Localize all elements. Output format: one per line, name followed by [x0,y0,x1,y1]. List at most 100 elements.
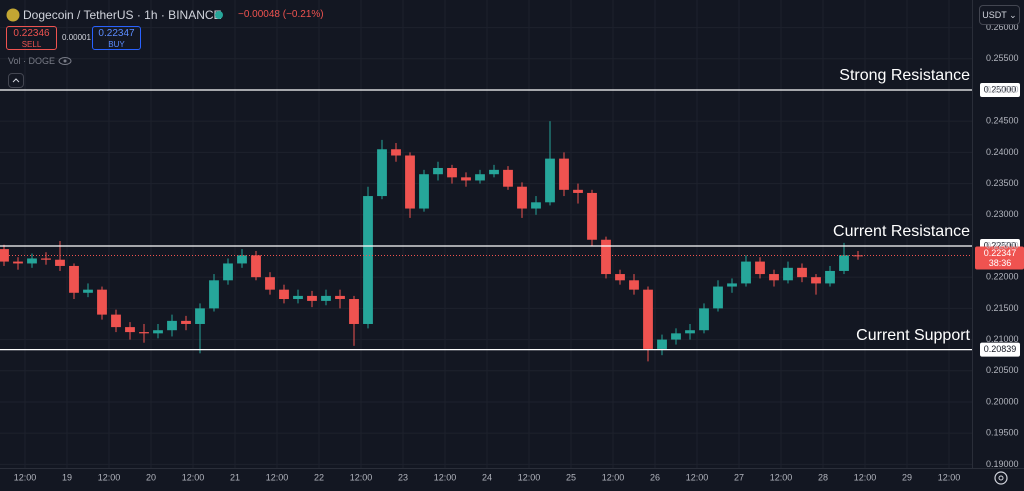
y-tick-label: 0.23500 [986,178,1019,188]
candle-body [419,174,429,209]
currency[interactable]: USDT [982,10,1007,20]
candle-body [685,330,695,334]
market-status [215,11,223,19]
x-tick-label: 12:00 [686,472,709,482]
x-tick-label: 12:00 [770,472,793,482]
candle-body [475,174,485,181]
candle-body [615,274,625,281]
y-tick-label: 0.19500 [986,428,1019,438]
candle-body [503,169,513,187]
candle-body [27,258,37,264]
y-tick-label: 0.26000 [986,22,1019,32]
candle-body [769,274,779,281]
y-tick-label: 0.23000 [986,209,1019,219]
candle-body [461,177,471,181]
x-tick-label: 22 [314,472,324,482]
candle-body [517,186,527,209]
eye-outline[interactable] [58,57,72,65]
x-tick-label: 29 [902,472,912,482]
candle-body [755,261,765,275]
coin-circle [6,8,20,22]
x-tick-label: 12:00 [182,472,205,482]
candle-body [657,339,667,349]
candle-body [13,261,23,264]
level-price-box [980,342,1020,357]
candle-body [125,327,135,333]
candle-body [629,280,639,290]
settings-gear-center[interactable] [998,475,1004,481]
y-tick-label: 0.19000 [986,459,1019,469]
chevron[interactable] [12,78,20,83]
sell-label[interactable]: SELL [21,40,42,49]
candle-body [209,280,219,309]
candle-body [391,149,401,156]
visibility-icon[interactable] [58,56,72,66]
y-tick-label: 0.24500 [986,116,1019,126]
buy-price[interactable]: 0.22347 [98,28,135,39]
price-change: −0.00048 (−0.21%) [238,9,324,20]
y-tick-label: 0.20500 [986,365,1019,375]
x-tick-label: 26 [650,472,660,482]
candle-body [643,289,653,349]
candle-body [349,299,359,324]
levels: Strong Resistance 0.25000 Current Resistan… [0,67,1024,357]
collapse-button[interactable] [8,73,24,88]
candle-body [0,249,9,262]
buy-button[interactable]: 0.22347 BUY [92,26,141,50]
candle-body [699,308,709,331]
candle-body [811,277,821,284]
countdown: 38:36 [989,258,1012,268]
y-tick-label: 0.25500 [986,53,1019,63]
candle-body [111,314,121,328]
last-price-box [975,246,1024,270]
candle-body [573,189,583,193]
buy-label[interactable]: BUY [108,40,125,49]
candle-body [671,333,681,340]
y-tick-label: 0.21000 [986,334,1019,344]
x-tick-label: 25 [566,472,576,482]
candle-body [97,289,107,315]
candle-body [55,259,65,266]
x-tick-label: 19 [62,472,72,482]
x-tick-label: 12:00 [14,472,37,482]
eye-pupil[interactable] [63,59,67,63]
collapse-icon[interactable] [9,74,23,87]
candle-body [405,155,415,209]
level-name: Current Resistance [833,223,970,240]
candle-body [601,239,611,275]
candle-body [783,267,793,281]
level-name: Current Support [856,327,970,344]
level-price: 0.25000 [984,84,1017,94]
settings-icon[interactable] [994,471,1008,485]
candle-body [727,283,737,287]
candle-body [489,169,499,175]
x-tick-label: 12:00 [98,472,121,482]
candle-body [321,295,331,301]
x-tick-label: 23 [398,472,408,482]
sell-button[interactable]: 0.22346 SELL [6,26,57,50]
candle-body [531,202,541,209]
candle-body [335,295,345,300]
symbol: Dogecoin / TetherUS · 1h · BINANCE [23,8,222,22]
candle-body [433,167,443,175]
axes: 0.19000 0.19500 0.20000 0.20500 0.21000 0.215… [14,22,1019,482]
candle-body [587,192,597,240]
x-tick-label: 12:00 [938,472,961,482]
candle-body [279,289,289,300]
candle-body [447,167,457,178]
level-price: 0.22500 [984,240,1017,250]
currency-button[interactable]: USDT ⌄ [979,5,1020,25]
y-tick-label: 0.22000 [986,272,1019,282]
candle-body [839,255,849,271]
candle-body [545,158,555,203]
candle-body [153,330,163,334]
sell-price[interactable]: 0.22346 [13,28,50,39]
y-tick-label: 0.25000 [986,84,1019,94]
y-tick-label: 0.20000 [986,396,1019,406]
volume-label: Vol · DOGE [8,56,56,66]
settings-gear[interactable] [994,471,1008,485]
candle-body [713,286,723,309]
candle-body [265,277,275,290]
